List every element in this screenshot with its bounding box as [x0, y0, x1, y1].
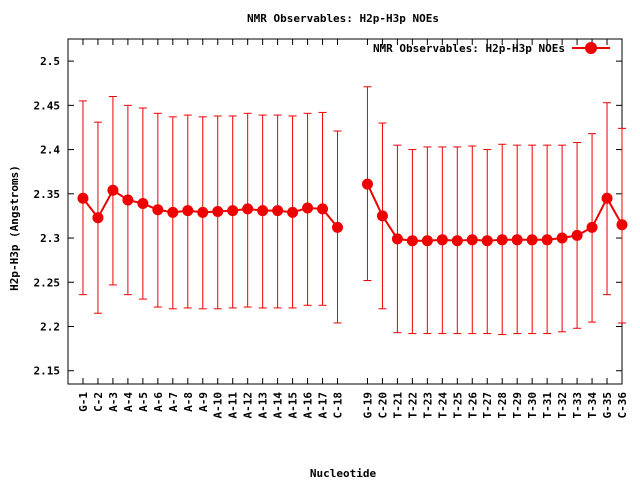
data-point: [586, 221, 598, 233]
data-point: [391, 233, 403, 245]
data-point: [406, 235, 418, 247]
x-tick-label: A-8: [182, 392, 195, 412]
data-point: [511, 234, 523, 246]
x-tick-label: T-26: [466, 392, 479, 419]
data-point: [77, 192, 89, 204]
data-point: [481, 235, 493, 247]
x-tick-label: G-1: [77, 392, 90, 412]
x-tick-label: T-21: [391, 392, 404, 419]
y-tick-label: 2.2: [40, 321, 60, 334]
data-point: [451, 235, 463, 247]
x-axis-label: Nucleotide: [310, 467, 377, 480]
data-point: [92, 212, 104, 224]
data-point: [122, 194, 134, 206]
x-tick-label: T-30: [526, 392, 539, 419]
y-tick-label: 2.45: [34, 99, 61, 112]
data-point: [302, 202, 314, 214]
data-point: [152, 204, 164, 216]
plot-frame: [67, 38, 623, 385]
x-tick-label: T-22: [406, 392, 419, 419]
x-tick-label: A-12: [242, 392, 255, 419]
data-point: [242, 203, 254, 215]
y-tick-label: 2.4: [40, 144, 60, 157]
x-tick-label: T-32: [556, 392, 569, 419]
x-tick-label: A-15: [287, 392, 300, 419]
x-tick-label: A-7: [167, 392, 180, 412]
data-point: [197, 206, 209, 218]
x-tick-label: T-27: [481, 392, 494, 419]
x-tick-label: A-11: [227, 392, 240, 419]
x-tick-label: C-2: [92, 392, 105, 412]
x-tick-label: T-31: [541, 392, 554, 419]
data-point: [376, 210, 388, 222]
data-point: [257, 205, 269, 217]
data-point: [137, 198, 149, 210]
series-line: [82, 188, 339, 229]
x-tick-label: C-18: [332, 392, 345, 419]
y-axis: 2.15 2.2 2.25 2.3 2.35 2.4 2.45 2.5: [34, 55, 622, 378]
plot-area: [67, 38, 623, 385]
data-point: [107, 184, 119, 196]
legend-label: NMR Observables: H2p-H3p NOEs: [373, 42, 565, 55]
y-tick-label: 2.25: [34, 276, 61, 289]
data-point: [317, 203, 329, 215]
series-line: [366, 183, 623, 242]
data-point: [212, 206, 224, 217]
x-tick-label: A-4: [122, 392, 135, 412]
y-tick-label: 2.35: [34, 188, 61, 201]
x-tick-label: T-24: [436, 392, 449, 419]
data-point: [541, 234, 553, 246]
data-point: [361, 178, 373, 190]
y-tick-label: 2.15: [34, 365, 61, 378]
data-point: [556, 232, 568, 244]
x-tick-label: T-23: [421, 392, 434, 419]
data-point: [496, 234, 508, 246]
x-tick-label: A-17: [317, 392, 330, 419]
x-tick-label: C-36: [616, 392, 629, 419]
chart-title: NMR Observables: H2p-H3p NOEs: [247, 12, 439, 25]
data-point: [287, 206, 299, 218]
data-point: [182, 205, 194, 217]
data-points: [77, 178, 628, 247]
data-point: [421, 235, 433, 247]
data-point: [571, 229, 583, 241]
data-point: [227, 205, 239, 217]
x-tick-label: T-29: [511, 392, 524, 419]
x-tick-label: G-35: [601, 392, 614, 419]
legend: NMR Observables: H2p-H3p NOEs: [373, 42, 610, 55]
data-point: [466, 234, 478, 246]
x-tick-label: A-3: [107, 392, 120, 412]
data-point: [616, 219, 628, 231]
x-tick-label: A-9: [197, 392, 210, 412]
data-point: [601, 192, 613, 204]
data-point: [436, 234, 448, 246]
data-point: [167, 206, 179, 218]
x-tick-label: A-16: [302, 392, 315, 419]
x-axis: G-1 C-2 A-3 A-4 A-5 A-6 A-7 A-8 A-9 A-10 A-11 A-12 A…: [77, 39, 629, 419]
x-tick-label: T-25: [451, 392, 464, 419]
x-tick-label: A-10: [212, 392, 225, 419]
data-point: [332, 221, 344, 233]
x-tick-label: T-33: [571, 392, 584, 419]
y-tick-label: 2.5: [40, 55, 60, 68]
x-tick-label: A-5: [137, 392, 150, 412]
data-point: [526, 234, 538, 246]
data-point: [272, 205, 284, 217]
x-tick-label: T-34: [586, 392, 599, 419]
x-tick-label: A-6: [152, 392, 165, 412]
x-tick-label: A-13: [257, 392, 270, 419]
legend-marker-swatch: [585, 42, 597, 54]
x-tick-label: G-19: [361, 392, 374, 419]
x-tick-label: A-14: [272, 392, 285, 419]
series-lines: [82, 183, 623, 242]
x-tick-label: C-20: [376, 392, 389, 419]
y-axis-label: H2p-H3p (Angstroms): [8, 165, 21, 291]
y-tick-label: 2.3: [40, 232, 60, 245]
x-tick-label: T-28: [496, 392, 509, 419]
